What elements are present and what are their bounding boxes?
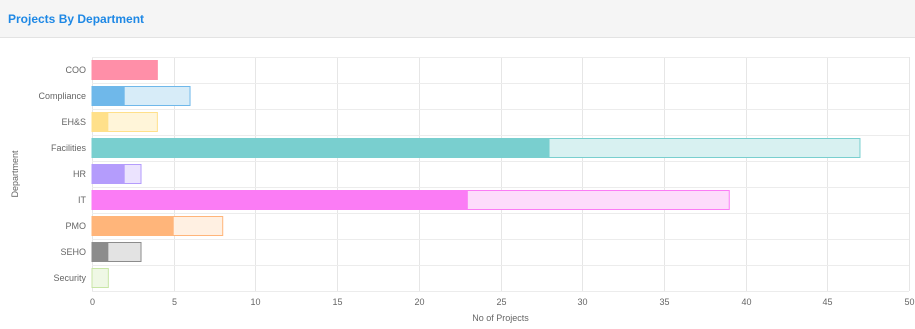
bar-completed-compliance — [92, 86, 125, 106]
category-label: IT — [78, 195, 87, 205]
category-label: SEHO — [60, 247, 86, 257]
bar-completed-eh-s — [92, 112, 109, 132]
x-tick-label: 20 — [414, 297, 424, 307]
x-tick-label: 10 — [250, 297, 260, 307]
x-tick-label: 15 — [332, 297, 342, 307]
category-label: PMO — [65, 221, 86, 231]
x-tick-label: 35 — [659, 297, 669, 307]
category-labels: COO Compliance EH&S Facilities HR IT PMO SEHO Se… — [38, 65, 86, 283]
bars — [91, 60, 861, 288]
bar-completed-hr — [92, 164, 125, 184]
category-label: HR — [73, 169, 86, 179]
category-label: COO — [65, 65, 86, 75]
projects-bar-chart: COO Compliance EH&S Facilities HR IT PMO SEHO Se… — [10, 57, 915, 323]
category-label: Security — [53, 273, 86, 283]
bar-completed-coo — [92, 60, 158, 80]
x-tick-label: 40 — [741, 297, 751, 307]
grid-lines — [92, 57, 910, 292]
x-tick-labels: 0 5 10 15 20 25 30 35 40 45 50 — [90, 297, 915, 307]
panel-title: Projects By Department — [8, 11, 145, 26]
y-axis-title: Department — [10, 150, 20, 198]
bar-completed-pmo — [92, 216, 174, 236]
x-tick-label: 50 — [904, 297, 914, 307]
bar-total-security — [91, 268, 109, 288]
panel-header: Projects By Department — [0, 0, 915, 38]
bar-completed-it — [92, 190, 468, 210]
x-tick-label: 45 — [822, 297, 832, 307]
x-axis-title: No of Projects — [472, 313, 529, 323]
bar-completed-seho — [92, 242, 109, 262]
x-tick-label: 5 — [172, 297, 177, 307]
bar-completed-facilities — [92, 138, 550, 158]
category-label: Facilities — [51, 143, 87, 153]
x-tick-label: 25 — [496, 297, 506, 307]
x-tick-label: 0 — [90, 297, 95, 307]
x-tick-label: 30 — [577, 297, 587, 307]
category-label: Compliance — [38, 91, 86, 101]
category-label: EH&S — [61, 117, 86, 127]
